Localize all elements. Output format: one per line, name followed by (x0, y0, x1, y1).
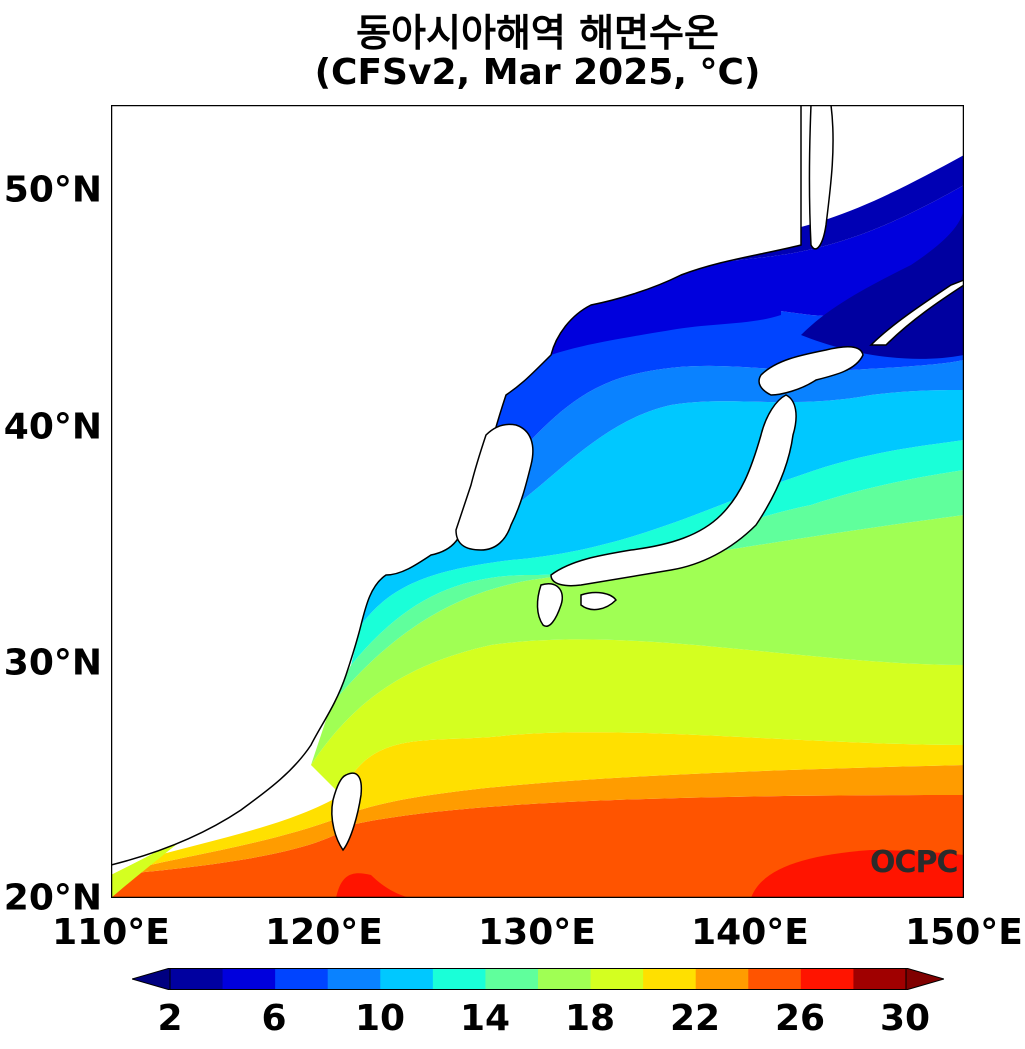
sst-band-20-22 (311, 639, 964, 795)
colorbar-segment (748, 968, 802, 990)
map-border (111, 105, 964, 898)
japan-honshu (550, 394, 797, 587)
japan-shikoku (580, 591, 617, 611)
korea (455, 423, 534, 551)
colorbar-label-26: 26 (774, 998, 826, 1039)
colorbar-segment (643, 968, 697, 990)
colorbar-segment (380, 968, 434, 990)
colorbar-label-10: 10 (354, 998, 406, 1039)
lon-label-140e: 140°E (691, 912, 809, 953)
japan-hokkaido (758, 345, 864, 396)
colorbar-segment (853, 968, 907, 990)
colorbar-segment (170, 968, 224, 990)
colorbar-over-arrow (905, 968, 944, 990)
kurils (869, 279, 964, 346)
colorbar-segment (538, 968, 592, 990)
ocpc-logo: OCPC (870, 845, 959, 880)
sst-band-west-coast (111, 645, 346, 898)
sst-band-26-28 (111, 795, 964, 898)
colorbar-label-2: 2 (157, 998, 183, 1039)
sst-band-22-24 (111, 732, 964, 875)
colorbar-label-14: 14 (459, 998, 511, 1039)
lon-label-130e: 130°E (478, 912, 596, 953)
sst-band-28-30-east (751, 850, 964, 898)
colorbar-under-arrow (132, 968, 171, 990)
colorbar-segment (485, 968, 539, 990)
colorbar-label-30: 30 (879, 998, 931, 1039)
sst-map (111, 105, 964, 898)
colorbar (132, 968, 944, 990)
colorbar-segment (275, 968, 329, 990)
japan-kyushu (536, 583, 563, 627)
colorbar-label-22: 22 (669, 998, 721, 1039)
lon-label-150e: 150°E (905, 912, 1023, 953)
sst-band-24-26 (111, 765, 964, 875)
lon-label-110e: 110°E (52, 912, 170, 953)
lat-label-20n: 20°N (3, 877, 102, 919)
sst-band-16-18 (331, 470, 964, 705)
colorbar-segment (590, 968, 644, 990)
taiwan (331, 772, 363, 852)
colorbar-segment (800, 968, 854, 990)
sst-band-18-20 (311, 515, 964, 765)
lat-label-50n: 50°N (3, 169, 102, 211)
lat-label-30n: 30°N (3, 642, 102, 684)
sakhalin (808, 105, 834, 250)
colorbar-segment (327, 968, 381, 990)
colorbar-segment (432, 968, 486, 990)
land (111, 105, 964, 866)
lon-label-120e: 120°E (265, 912, 383, 953)
sst-band-14-16 (351, 440, 964, 665)
colorbar-label-6: 6 (261, 998, 287, 1039)
colorbar-label-18: 18 (564, 998, 616, 1039)
colorbar-border (169, 968, 907, 990)
map-subtitle: (CFSv2, Mar 2025, °C) (314, 52, 761, 93)
sst-band-28-30 (336, 873, 411, 898)
map-title: 동아시아해역 해면수온 (356, 11, 719, 55)
colorbar-segment (695, 968, 749, 990)
colorbar-segment (222, 968, 276, 990)
sst-east-sea-north (551, 255, 781, 355)
lat-label-40n: 40°N (3, 406, 102, 448)
sst-band-12-14 (341, 390, 964, 625)
sst-okhotsk (801, 205, 964, 359)
